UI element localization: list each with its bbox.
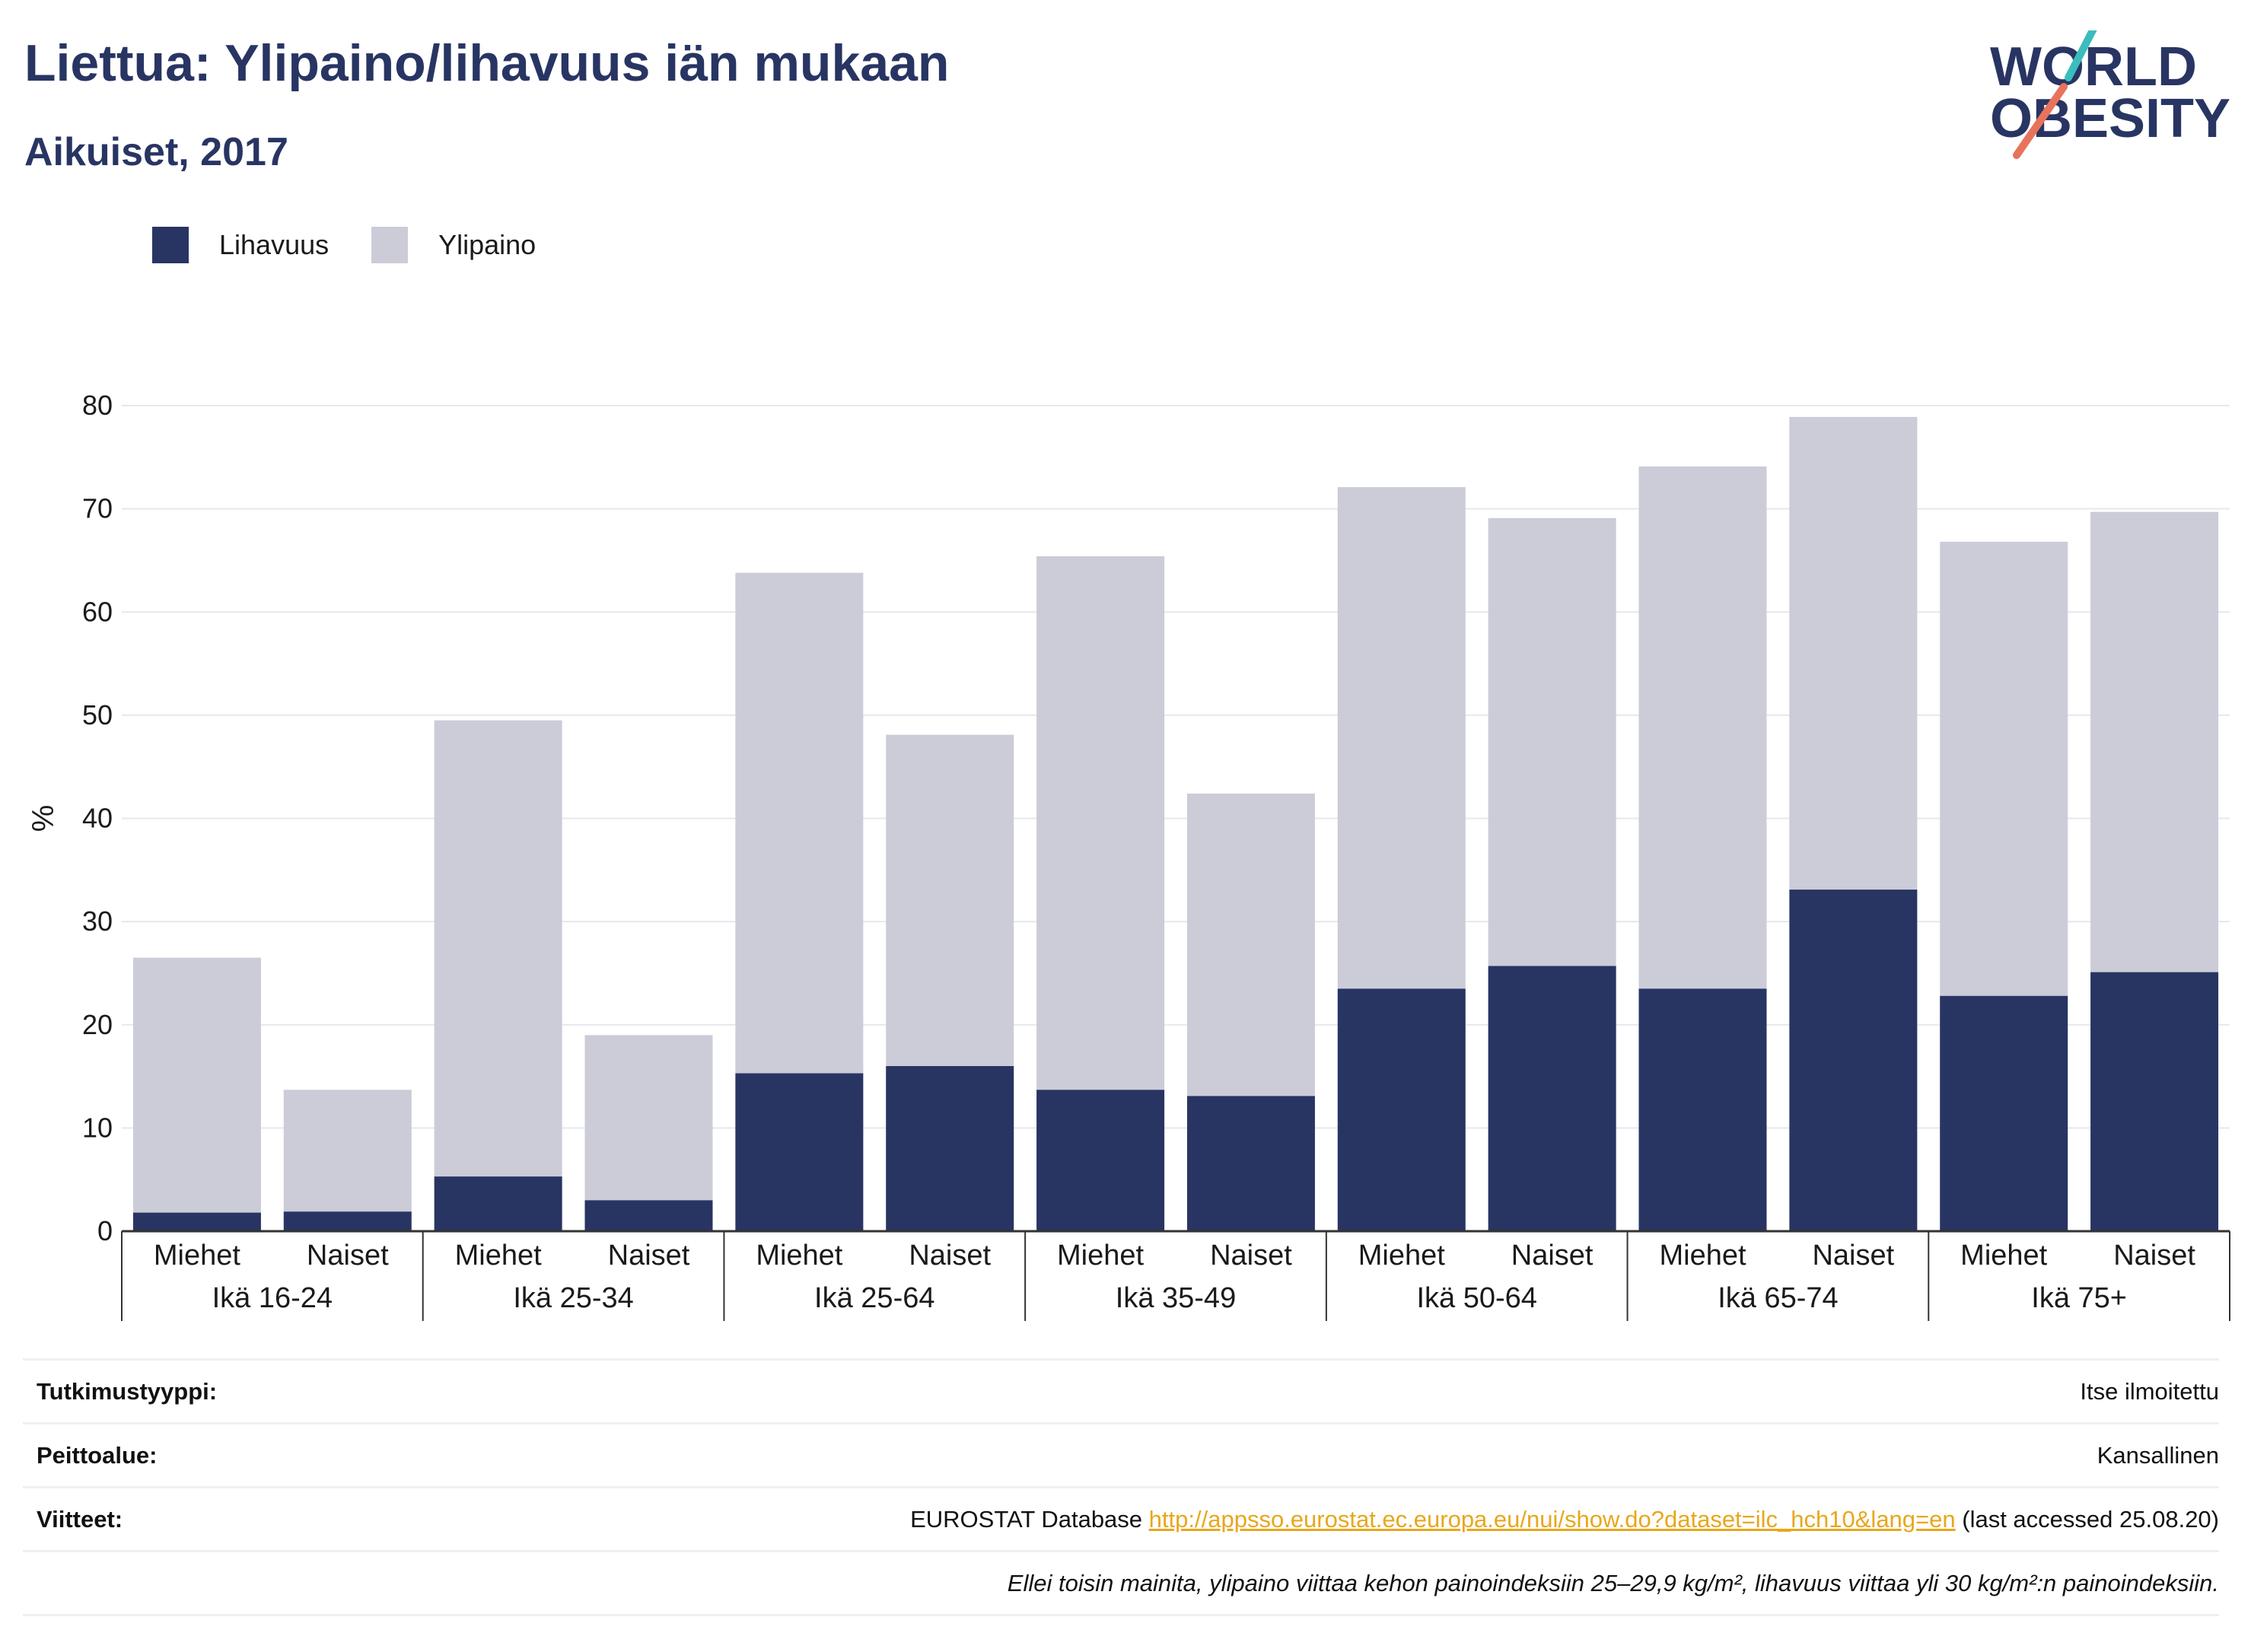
bar-ylipaino	[886, 734, 1014, 1066]
x-group-label: Ikä 25-34	[513, 1282, 633, 1314]
bar-lihavuus	[1789, 890, 1918, 1231]
y-tick-label: 0	[97, 1215, 113, 1246]
bar-lihavuus	[434, 1176, 562, 1231]
x-tick-label: Miehet	[1358, 1240, 1445, 1272]
bar-ylipaino	[584, 1035, 713, 1201]
x-tick-label: Miehet	[154, 1240, 240, 1272]
study-type-value: Itse ilmoitettu	[2080, 1377, 2219, 1405]
bar-ylipaino	[1488, 517, 1616, 966]
stacked-bar-chart: 0 10 20 30 40 50 60 70 80% Miehet Naiset Ikä 16-24 M…	[27, 390, 2230, 1321]
legend-item-lihavuus: Lihavuus	[152, 227, 329, 263]
info-row-references: Viitteet: EUROSTAT Database http://appss…	[23, 1486, 2219, 1550]
bar-ylipaino	[132, 957, 261, 1213]
x-group-label: Ikä 35-49	[1116, 1282, 1236, 1314]
bar-lihavuus	[584, 1200, 713, 1231]
x-group-label: Ikä 16-24	[212, 1282, 333, 1314]
legend-label-ylipaino: Ylipaino	[438, 229, 536, 260]
references-prefix: EUROSTAT Database	[910, 1505, 1143, 1533]
y-tick-label: 30	[82, 906, 113, 937]
y-tick-label: 50	[82, 699, 113, 731]
bar-lihavuus	[2090, 972, 2219, 1231]
bar-ylipaino	[283, 1090, 412, 1212]
y-tick-label: 60	[82, 596, 113, 627]
chart-subtitle: Aikuiset, 2017	[24, 130, 288, 174]
bar-ylipaino	[735, 572, 864, 1074]
legend-swatch-ylipaino	[371, 227, 409, 263]
y-tick-label: 40	[82, 803, 113, 834]
x-tick-label: Miehet	[455, 1240, 542, 1272]
study-type-label: Tutkimustyyppi:	[37, 1377, 218, 1405]
x-tick-label: Miehet	[756, 1240, 842, 1272]
bar-lihavuus	[1638, 988, 1767, 1231]
bar-ylipaino	[1036, 556, 1165, 1090]
legend-label-lihavuus: Lihavuus	[219, 229, 330, 260]
references-suffix: (last accessed 25.08.20)	[1962, 1505, 2219, 1533]
x-tick-label: Naiset	[608, 1240, 690, 1272]
coverage-value: Kansallinen	[2097, 1441, 2219, 1469]
references-label: Viitteet:	[37, 1505, 123, 1533]
bar-ylipaino	[1940, 542, 2068, 996]
info-table: Tutkimustyyppi: Itse ilmoitettu Peittoal…	[23, 1358, 2219, 1616]
bar-lihavuus	[1036, 1090, 1165, 1231]
logo-slash-icon	[2013, 30, 2097, 159]
logo-line-1: WORLD	[1990, 37, 2197, 97]
bar-lihavuus	[1940, 995, 2068, 1231]
y-axis-label: %	[27, 805, 60, 832]
bar-lihavuus	[735, 1073, 864, 1231]
y-tick-label: 20	[82, 1009, 113, 1040]
x-group-label: Ikä 75+	[2031, 1282, 2127, 1314]
x-tick-label: Miehet	[1960, 1240, 2047, 1272]
bar-lihavuus	[132, 1212, 261, 1231]
references-value: EUROSTAT Database http://appsso.eurostat…	[910, 1506, 2219, 1533]
coverage-label: Peittoalue:	[37, 1441, 158, 1469]
x-tick-label: Naiset	[2113, 1240, 2195, 1272]
x-tick-label: Miehet	[1057, 1240, 1144, 1272]
bar-ylipaino	[1638, 466, 1767, 989]
bar-ylipaino	[1789, 416, 1918, 890]
y-tick-label: 70	[82, 493, 113, 524]
chart-legend: Lihavuus Ylipaino	[152, 227, 578, 263]
x-tick-label: Naiset	[1812, 1240, 1894, 1272]
definition-note: Ellei toisin mainita, ylipaino viittaa k…	[1007, 1569, 2219, 1596]
x-tick-label: Naiset	[909, 1240, 991, 1272]
world-obesity-logo: WORLD OBESITY	[1979, 30, 2230, 167]
bar-lihavuus	[886, 1066, 1014, 1231]
references-link[interactable]: http://appsso.eurostat.ec.europa.eu/nui/…	[1148, 1505, 1956, 1533]
info-row-note: Ellei toisin mainita, ylipaino viittaa k…	[23, 1550, 2219, 1616]
bar-ylipaino	[434, 720, 562, 1177]
y-tick-label: 80	[82, 390, 113, 421]
x-group-label: Ikä 65-74	[1718, 1282, 1838, 1314]
chart-title: Liettua: Ylipaino/lihavuus iän mukaan	[24, 34, 950, 92]
bar-lihavuus	[283, 1211, 412, 1231]
bar-lihavuus	[1186, 1096, 1315, 1231]
x-tick-label: Naiset	[1210, 1240, 1292, 1272]
x-tick-label: Naiset	[1511, 1240, 1594, 1272]
bar-ylipaino	[2090, 511, 2219, 972]
bar-ylipaino	[1337, 487, 1466, 989]
info-row-coverage: Peittoalue: Kansallinen	[23, 1422, 2219, 1486]
x-group-label: Ikä 25-64	[814, 1282, 934, 1314]
bar-lihavuus	[1337, 988, 1466, 1231]
x-tick-label: Miehet	[1659, 1240, 1746, 1272]
legend-swatch-lihavuus	[152, 227, 189, 263]
info-row-study-type: Tutkimustyyppi: Itse ilmoitettu	[23, 1358, 2219, 1422]
bar-lihavuus	[1488, 966, 1616, 1231]
y-tick-label: 10	[82, 1112, 113, 1143]
x-group-label: Ikä 50-64	[1416, 1282, 1536, 1314]
bar-ylipaino	[1186, 793, 1315, 1097]
legend-item-ylipaino: Ylipaino	[371, 227, 536, 263]
x-tick-label: Naiset	[307, 1240, 389, 1272]
